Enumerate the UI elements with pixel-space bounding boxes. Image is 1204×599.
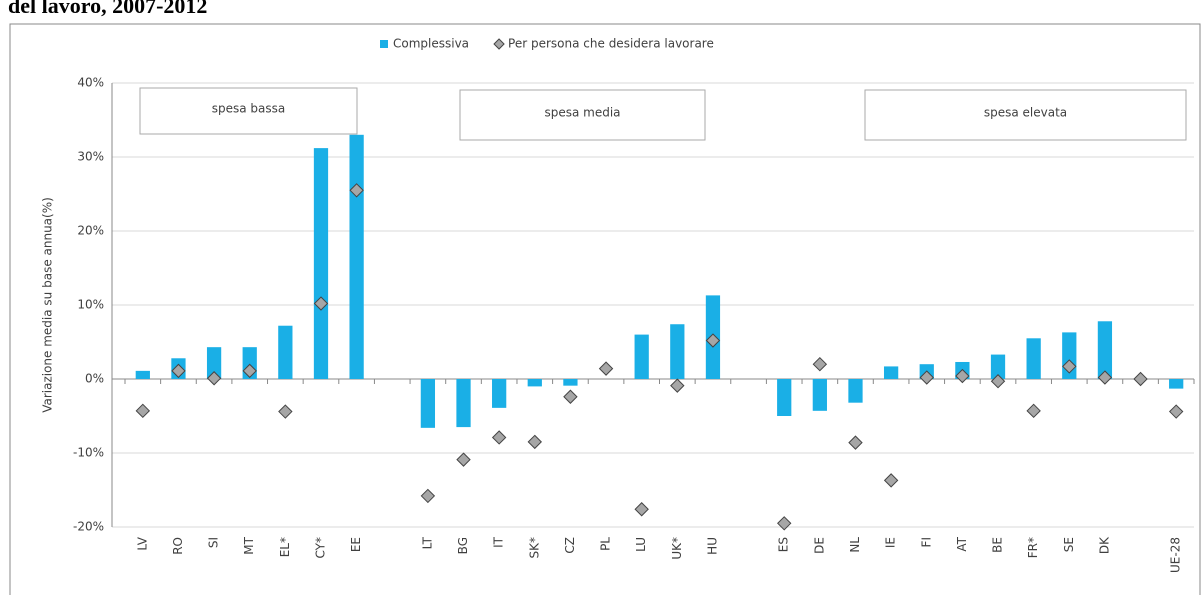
y-tick-label: -10% [73, 446, 104, 460]
diamond-marker [777, 516, 792, 531]
y-tick-label: 0% [85, 372, 104, 386]
bar [848, 379, 863, 403]
x-tick-label: SK* [527, 537, 541, 559]
diamond-marker [990, 374, 1006, 389]
bar [1169, 379, 1184, 389]
diamond-marker [456, 452, 471, 467]
bar [883, 366, 899, 379]
x-tick-label: RO [171, 537, 185, 555]
diamond-marker [883, 473, 899, 488]
diamond-marker [491, 430, 507, 445]
diamond-marker [563, 389, 578, 404]
legend-label: Per persona che desidera lavorare [508, 37, 714, 51]
group-box [139, 87, 358, 135]
bar [634, 334, 649, 379]
diamond-marker [349, 183, 364, 198]
diamond-marker [919, 370, 934, 385]
x-tick-label: DE [812, 537, 826, 554]
x-tick-label: ES [777, 537, 791, 552]
bar [206, 347, 222, 379]
y-axis-label: Variazione media su base annua(%) [41, 197, 55, 413]
bar [135, 370, 150, 379]
bar [527, 379, 542, 387]
bar [278, 325, 293, 379]
x-tick-label: SE [1062, 537, 1076, 552]
diamond-marker [634, 502, 649, 517]
x-tick-label: PL [599, 537, 613, 551]
x-tick-label: LU [634, 537, 648, 552]
diamond-marker [1062, 359, 1077, 374]
x-tick-label: SI [207, 537, 221, 548]
x-tick-label: AT [955, 536, 969, 551]
y-tick-label: -20% [73, 520, 104, 534]
legend-marker [493, 38, 505, 50]
legend-label: Complessiva [393, 37, 469, 51]
group-label: spesa bassa [212, 102, 286, 116]
bar [420, 379, 436, 428]
bar [812, 379, 827, 411]
y-tick-label: 10% [77, 298, 104, 312]
bar [349, 134, 364, 379]
group-label: spesa media [544, 106, 620, 120]
x-tick-label: UE-28 [1169, 537, 1183, 573]
diamond-marker [278, 404, 293, 419]
diamond-marker [670, 378, 685, 393]
bar [492, 379, 507, 408]
diamond-marker [1133, 371, 1148, 387]
bar [990, 354, 1006, 379]
x-tick-label: LT [420, 536, 434, 549]
diamond-marker [242, 363, 257, 379]
bar [1026, 338, 1041, 379]
y-tick-label: 20% [77, 224, 104, 238]
x-tick-label: LV [135, 536, 149, 550]
bar [563, 379, 578, 386]
group-box [459, 89, 706, 141]
diamond-marker [1168, 404, 1184, 419]
diamond-marker [171, 363, 186, 379]
x-tick-label: MT [242, 536, 256, 554]
x-tick-label: FR* [1026, 537, 1040, 558]
bar [777, 379, 792, 416]
diamond-marker [527, 434, 542, 450]
bar [456, 379, 471, 428]
diamond-marker [955, 368, 970, 384]
x-tick-label: BE [991, 537, 1005, 553]
x-tick-label: CY* [313, 537, 327, 559]
chart-title: del lavoro, 2007-2012 [8, 0, 207, 18]
x-tick-label: EE [349, 537, 363, 552]
x-tick-label: DK [1097, 536, 1111, 554]
group-box [864, 89, 1187, 141]
diamond-marker [705, 333, 721, 348]
diamond-marker [206, 371, 222, 386]
diamond-marker [1097, 370, 1113, 385]
x-tick-label: EL* [278, 537, 292, 557]
x-tick-label: IT [492, 536, 506, 548]
x-tick-label: FI [919, 537, 933, 547]
x-tick-label: NL [848, 537, 862, 553]
x-tick-label: CZ [563, 537, 577, 554]
bar [1097, 321, 1113, 379]
diamond-marker [812, 356, 828, 372]
bar [313, 148, 329, 379]
y-tick-label: 40% [77, 76, 104, 90]
x-tick-label: UK* [670, 537, 684, 560]
group-label: spesa elevata [984, 106, 1067, 120]
x-tick-label: BG [456, 537, 470, 554]
x-tick-label: IE [884, 537, 898, 548]
diamond-marker [848, 435, 863, 450]
y-tick-label: 30% [77, 150, 104, 164]
diamond-marker [135, 403, 151, 419]
diamond-marker [420, 488, 436, 504]
bar [670, 324, 685, 379]
diamond-marker [598, 361, 614, 376]
diamond-marker [1026, 403, 1041, 419]
diamond-marker [313, 296, 329, 311]
legend-marker [380, 40, 388, 48]
x-tick-label: HU [705, 537, 719, 555]
